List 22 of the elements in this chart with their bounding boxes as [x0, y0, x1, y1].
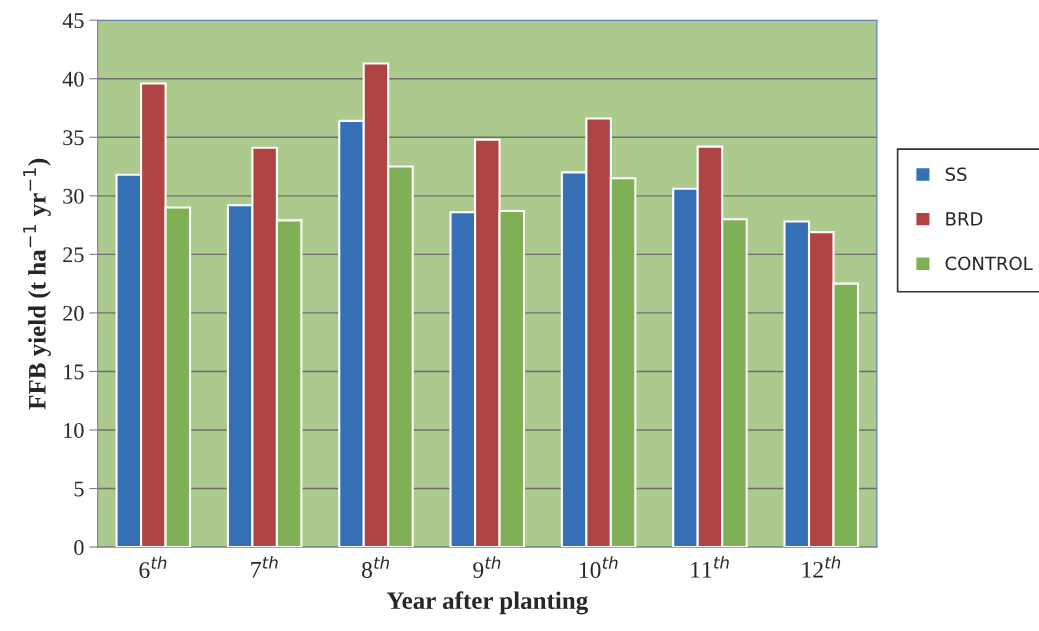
y-tick-label: 20 — [63, 305, 84, 321]
y-tick-label: 30 — [63, 188, 84, 204]
y-tick-label: 25 — [63, 247, 84, 263]
y-tick-label: 40 — [62, 71, 84, 87]
y-tick-label: 15 — [64, 364, 84, 380]
x-axis-title: Year after planting — [386, 591, 588, 615]
x-tick-label: 12$^{th}$ — [802, 555, 841, 578]
x-tick-label: 8$^{th}$ — [361, 556, 389, 578]
legend-label: BRD — [946, 212, 983, 226]
x-tick-label: 6$^{th}$ — [139, 556, 167, 578]
y-tick-label: 10 — [64, 422, 84, 438]
legend-label: CONTROL — [945, 256, 1033, 271]
x-tick-label: 11$^{th}$ — [691, 555, 729, 578]
x-tick-label: 10$^{th}$ — [579, 556, 618, 578]
legend-label: SS — [945, 167, 967, 182]
x-tick-label: 7$^{th}$ — [251, 555, 278, 578]
y-axis-title: FFB yield (t ha$^{−1}$ yr$^{−1}$) — [23, 158, 51, 410]
y-tick-label: 0 — [74, 540, 84, 556]
y-tick-label: 5 — [74, 481, 84, 497]
x-tick-label: 9$^{th}$ — [473, 556, 501, 578]
y-tick-label: 45 — [62, 13, 84, 29]
y-tick-label: 35 — [63, 130, 84, 146]
